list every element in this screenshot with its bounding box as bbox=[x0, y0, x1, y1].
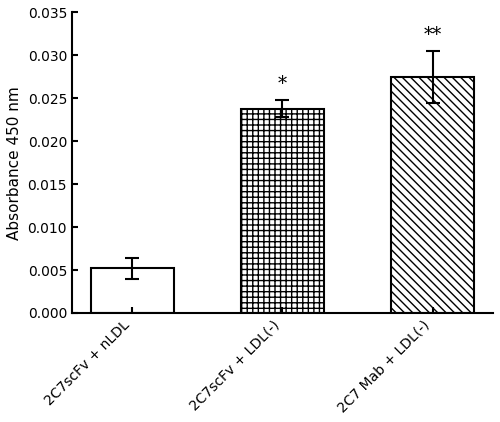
Text: *: * bbox=[278, 75, 287, 93]
Y-axis label: Absorbance 450 nm: Absorbance 450 nm bbox=[7, 86, 22, 240]
Bar bbox=[241, 108, 324, 313]
Bar bbox=[392, 77, 474, 313]
Text: **: ** bbox=[424, 26, 442, 44]
Bar bbox=[91, 268, 174, 313]
